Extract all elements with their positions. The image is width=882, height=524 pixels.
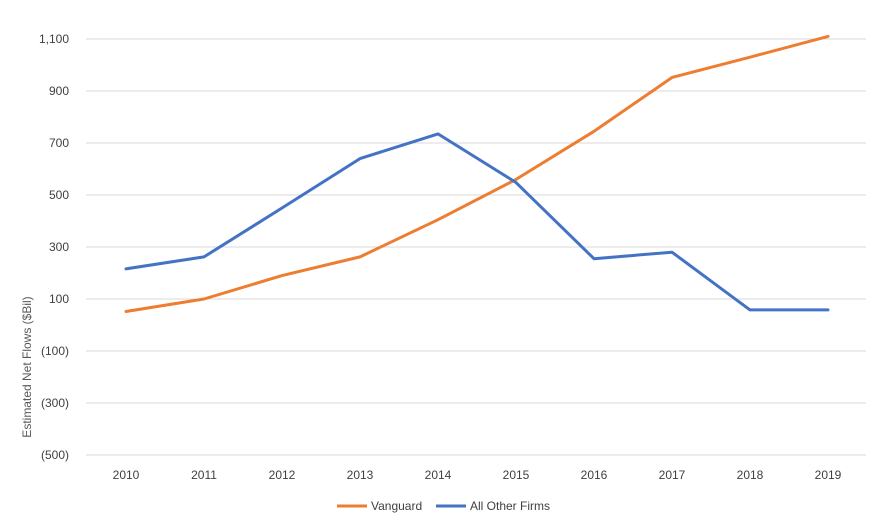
data-point bbox=[281, 207, 284, 210]
data-point bbox=[671, 76, 674, 79]
x-tick-label: 2011 bbox=[191, 468, 217, 482]
data-point bbox=[359, 157, 362, 160]
gridlines bbox=[86, 38, 866, 456]
series-lines bbox=[124, 34, 830, 313]
data-point bbox=[203, 255, 206, 258]
y-tick-label: 300 bbox=[49, 240, 69, 254]
data-point bbox=[281, 274, 284, 277]
data-point bbox=[827, 308, 830, 311]
data-point bbox=[671, 251, 674, 254]
data-point bbox=[437, 132, 440, 135]
data-point bbox=[125, 310, 128, 313]
data-point bbox=[593, 257, 596, 260]
legend-label: Vanguard bbox=[371, 499, 422, 513]
x-tick-label: 2014 bbox=[425, 468, 452, 482]
x-tick-label: 2012 bbox=[269, 468, 296, 482]
data-point bbox=[437, 218, 440, 221]
y-tick-label: (100) bbox=[41, 344, 69, 358]
legend: Vanguard All Other Firms bbox=[337, 499, 550, 513]
y-tick-label: (500) bbox=[41, 448, 69, 462]
y-axis-ticks: 1,100 900 700 500 300 100 (100) (300) (500) bbox=[39, 32, 69, 462]
x-tick-label: 2018 bbox=[737, 468, 764, 482]
x-tick-label: 2019 bbox=[815, 468, 842, 482]
y-tick-label: 1,100 bbox=[39, 32, 69, 46]
series-line-vanguard bbox=[124, 34, 830, 313]
y-tick-label: 700 bbox=[49, 136, 69, 150]
y-tick-label: 900 bbox=[49, 84, 69, 98]
x-tick-label: 2015 bbox=[503, 468, 530, 482]
legend-label: All Other Firms bbox=[470, 499, 550, 513]
x-tick-label: 2013 bbox=[347, 468, 374, 482]
data-point bbox=[203, 298, 206, 301]
data-point bbox=[125, 267, 128, 270]
data-point bbox=[749, 308, 752, 311]
data-point bbox=[515, 181, 518, 184]
y-tick-label: 500 bbox=[49, 188, 69, 202]
x-tick-label: 2017 bbox=[659, 468, 686, 482]
data-point bbox=[749, 56, 752, 59]
data-point bbox=[827, 35, 830, 38]
data-point bbox=[593, 130, 596, 133]
x-tick-label: 2016 bbox=[581, 468, 608, 482]
y-axis-label: Estimated Net Flows ($Bil) bbox=[20, 296, 34, 437]
series-line-all-other-firms bbox=[124, 132, 830, 312]
y-tick-label: (300) bbox=[41, 396, 69, 410]
x-axis-ticks: 2010 2011 2012 2013 2014 2015 2016 2017 2018 2019 bbox=[113, 468, 842, 482]
y-tick-label: 100 bbox=[49, 292, 69, 306]
data-point bbox=[359, 255, 362, 258]
x-tick-label: 2010 bbox=[113, 468, 140, 482]
